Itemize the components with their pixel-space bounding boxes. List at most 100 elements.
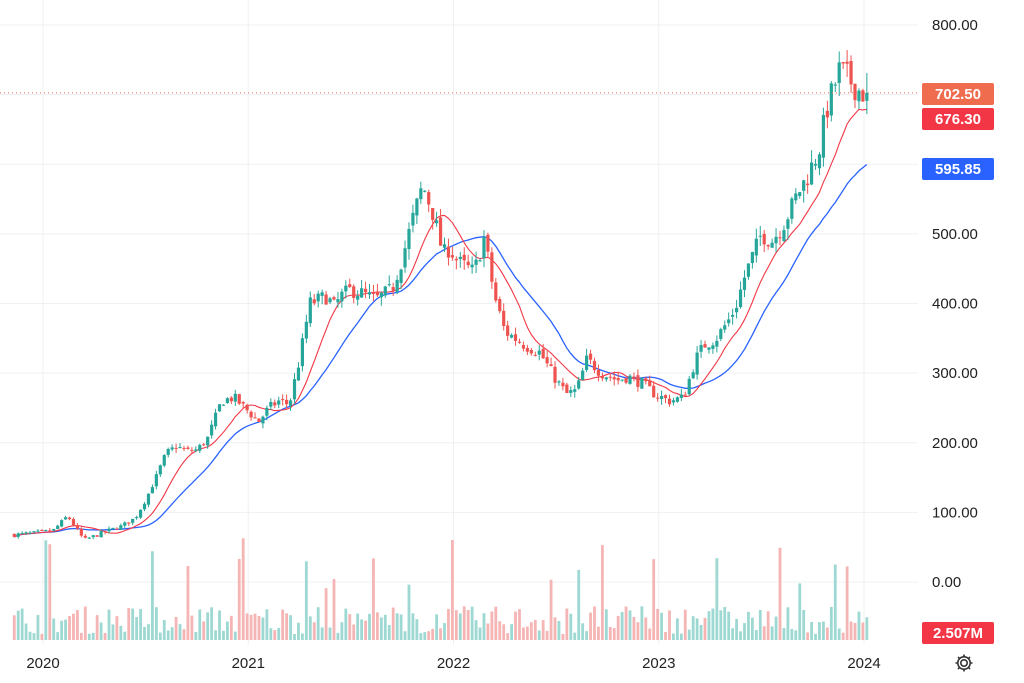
volume-bar	[486, 623, 490, 640]
candle	[245, 403, 249, 414]
volume-bar	[151, 551, 154, 640]
volume-bar	[640, 606, 644, 640]
candle	[506, 320, 510, 341]
volume-bar	[115, 616, 119, 640]
candle	[217, 404, 222, 413]
volume-bar	[790, 628, 794, 640]
volume-bar	[206, 612, 210, 640]
volume-bar	[222, 630, 225, 640]
volume-bar	[565, 608, 569, 640]
candle	[67, 516, 72, 521]
volume-bar	[802, 609, 806, 640]
volume-bar	[711, 608, 715, 640]
candle	[659, 390, 664, 405]
candle	[277, 396, 281, 409]
candle	[798, 192, 802, 199]
candle	[170, 444, 174, 452]
volume-bar	[387, 625, 391, 640]
candle	[233, 389, 237, 407]
volume-bar	[202, 621, 206, 640]
volume-bar	[182, 629, 186, 640]
candle	[648, 375, 652, 387]
volume-bar	[170, 627, 174, 640]
gear-icon[interactable]	[952, 651, 976, 675]
volume-bar	[470, 606, 474, 640]
candle	[592, 357, 597, 374]
volume-bar	[289, 615, 292, 640]
y-tick-label: 500.00	[932, 226, 978, 243]
volume-bar	[415, 619, 419, 640]
volume-bar	[419, 633, 423, 640]
candle	[178, 443, 182, 449]
volume-bar	[123, 631, 127, 640]
volume-bar	[600, 545, 604, 640]
volume-bar	[143, 626, 146, 640]
candle	[99, 529, 103, 538]
candle	[352, 284, 356, 304]
volume-bar	[399, 614, 403, 640]
volume-bar	[28, 631, 32, 640]
candle	[446, 238, 451, 266]
y-axis[interactable]: 800.00 500.00 400.00 300.00 200.00 100.00 0.00	[932, 17, 978, 591]
candle	[809, 150, 814, 186]
volume-bar	[304, 561, 308, 640]
candle	[387, 275, 391, 287]
candle	[521, 341, 526, 352]
candle	[213, 408, 218, 430]
candle	[411, 204, 415, 233]
volume-bar	[332, 579, 336, 640]
candle	[229, 396, 233, 404]
candle	[166, 447, 170, 458]
candle	[127, 522, 131, 526]
candle	[79, 527, 83, 538]
candle	[71, 517, 76, 526]
candle	[841, 61, 845, 69]
candle	[683, 391, 687, 396]
volume-bar	[723, 607, 727, 640]
volume-bar	[648, 628, 652, 640]
volume-bar	[245, 613, 249, 640]
volume-bar	[340, 622, 344, 640]
candle	[790, 196, 794, 224]
candle	[427, 189, 431, 213]
candle	[565, 382, 569, 394]
candle	[750, 251, 754, 269]
volume-bar	[198, 609, 202, 640]
candle	[486, 232, 490, 258]
volume-bar	[269, 628, 273, 640]
volume-bar	[407, 584, 411, 640]
candle	[320, 289, 324, 305]
volume-bar	[818, 622, 821, 640]
candle	[292, 373, 297, 405]
volume-bar	[131, 608, 135, 640]
candle	[403, 240, 407, 273]
price-label-badge: 676.30	[922, 108, 994, 130]
x-axis[interactable]: 2020 2021 2022 2023 2024	[26, 655, 880, 672]
candle	[107, 526, 111, 534]
candle	[154, 470, 158, 490]
candle	[600, 372, 604, 382]
y-tick-label: 800.00	[932, 17, 978, 34]
candle	[40, 529, 44, 532]
candle	[340, 288, 344, 308]
candle	[636, 369, 640, 392]
candle	[758, 225, 762, 247]
candle	[628, 373, 632, 385]
volume-bar	[40, 633, 44, 640]
moving-average-short-line	[14, 108, 867, 538]
volume-bar	[668, 610, 671, 640]
candle	[734, 299, 739, 319]
volume-bar	[261, 617, 265, 640]
candle	[344, 280, 348, 299]
candle	[573, 384, 577, 398]
volume-bar	[731, 628, 735, 640]
candle	[261, 415, 265, 429]
candle	[494, 277, 498, 303]
candle	[837, 51, 841, 97]
volume-bar	[249, 614, 253, 640]
volume-bar	[510, 624, 514, 640]
candle	[91, 534, 95, 540]
candle	[545, 351, 549, 368]
candle	[328, 296, 332, 305]
